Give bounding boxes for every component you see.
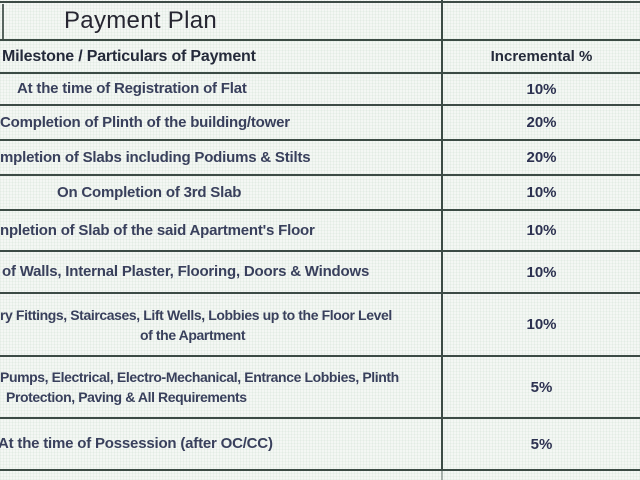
table-row: npletion of Slab of the said Apartment's… — [0, 211, 640, 252]
incremental-header-cell: Incremental % — [443, 41, 640, 72]
title-cell: Payment Plan — [0, 3, 443, 39]
percent-cell: 5% — [443, 357, 640, 417]
milestone-header-cell: Milestone / Particulars of Payment — [0, 41, 443, 72]
table-row: of Walls, Internal Plaster, Flooring, Do… — [0, 252, 640, 294]
milestone-cell: At the time of Registration of Flat — [0, 74, 443, 104]
percent-value: 10% — [526, 80, 557, 98]
percent-cell: 20% — [443, 106, 640, 139]
percent-cell: 5% — [443, 419, 640, 469]
percent-cell: 10% — [443, 252, 640, 292]
table-row: mpletion of Slabs including Podiums & St… — [0, 141, 640, 176]
milestone-text: of the Apartment — [140, 326, 246, 343]
percent-value: 5% — [530, 435, 553, 453]
table-body: At the time of Registration of Flat 10% Co… — [0, 74, 640, 471]
table-row: At the time of Possession (after OC/CC) 5… — [0, 419, 640, 471]
percent-cell: 10% — [443, 74, 640, 104]
column-divider-line — [441, 0, 443, 471]
percent-cell: 10% — [443, 211, 640, 250]
percent-value: 20% — [526, 114, 557, 131]
milestone-cell: Pumps, Electrical, Electro-Mechanical, E… — [0, 357, 443, 417]
table-row: Completion of Plinth of the building/tow… — [0, 106, 640, 141]
column-divider-line-faint — [441, 471, 443, 480]
table-row: Pumps, Electrical, Electro-Mechanical, E… — [0, 357, 640, 419]
milestone-cell: At the time of Possession (after OC/CC) — [0, 419, 443, 469]
title-cell-left-border — [2, 4, 4, 40]
percent-cell: 10% — [443, 294, 640, 355]
milestone-text: npletion of Slab of the said Apartment's… — [0, 221, 315, 239]
milestone-cell: npletion of Slab of the said Apartment's… — [0, 211, 443, 250]
milestone-text: Pumps, Electrical, Electro-Mechanical, E… — [0, 369, 399, 385]
header-row: Milestone / Particulars of Payment Incre… — [0, 41, 640, 74]
milestone-text: mpletion of Slabs including Podiums & St… — [0, 148, 311, 166]
title-row: Payment Plan — [0, 3, 640, 41]
incremental-header-label: Incremental % — [490, 48, 593, 65]
percent-value: 10% — [526, 184, 557, 201]
milestone-text: of Walls, Internal Plaster, Flooring, Do… — [2, 263, 370, 280]
percent-value: 5% — [530, 378, 553, 396]
milestone-cell: mpletion of Slabs including Podiums & St… — [0, 141, 443, 174]
milestone-cell: On Completion of 3rd Slab — [0, 176, 443, 209]
milestone-cell: Completion of Plinth of the building/tow… — [0, 106, 443, 139]
milestone-text: ry Fittings, Staircases, Lift Wells, Lob… — [0, 306, 392, 323]
table-row: On Completion of 3rd Slab 10% — [0, 176, 640, 211]
percent-value: 20% — [526, 149, 557, 166]
milestone-text: Completion of Plinth of the building/tow… — [0, 113, 290, 131]
milestone-text: At the time of Possession (after OC/CC) — [0, 435, 273, 452]
milestone-cell: ry Fittings, Staircases, Lift Wells, Lob… — [0, 294, 443, 355]
milestone-text: On Completion of 3rd Slab — [57, 183, 242, 201]
percent-value: 10% — [526, 222, 557, 239]
percent-value: 10% — [526, 263, 557, 281]
milestone-cell: of Walls, Internal Plaster, Flooring, Do… — [0, 252, 443, 292]
milestone-text: At the time of Registration of Flat — [17, 80, 247, 97]
table-row: ry Fittings, Staircases, Lift Wells, Lob… — [0, 294, 640, 357]
page-title: Payment Plan — [64, 7, 218, 34]
percent-cell: 20% — [443, 141, 640, 174]
table-row: At the time of Registration of Flat 10% — [0, 74, 640, 106]
table-top-border — [0, 0, 640, 3]
percent-cell: 10% — [443, 176, 640, 209]
milestone-header-label: Milestone / Particulars of Payment — [2, 47, 256, 65]
percent-value: 10% — [526, 316, 557, 333]
title-right-empty-cell — [443, 3, 640, 39]
milestone-text: Protection, Paving & All Requirements — [6, 389, 247, 405]
